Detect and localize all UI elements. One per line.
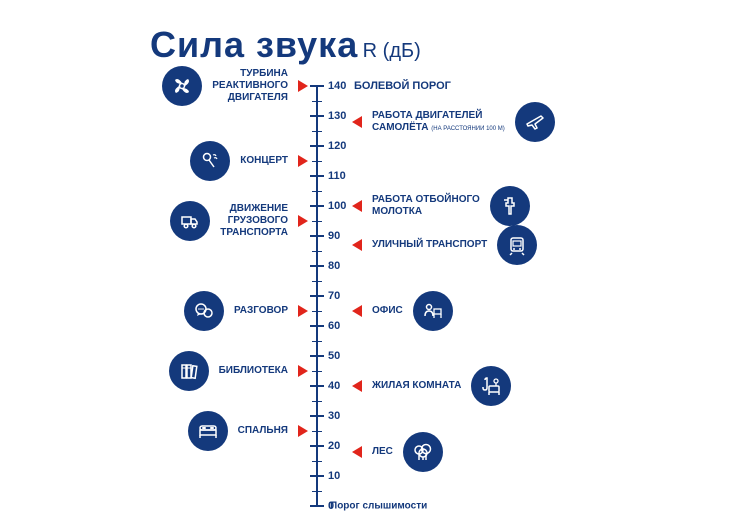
tick-minor [312, 341, 322, 342]
tick-label: 50 [328, 350, 340, 362]
arrow-right-icon [298, 80, 308, 92]
office-icon [413, 291, 453, 331]
tick-minor [312, 311, 322, 312]
item-label: РАБОТА ДВИГАТЕЛЕЙСАМОЛЁТА (НА РАССТОЯНИИ… [372, 110, 505, 134]
left-item: БИБЛИОТЕКА [169, 351, 308, 391]
item-label: БИБЛИОТЕКА [219, 365, 288, 377]
tick-label: 120 [328, 140, 346, 152]
tick-minor [312, 461, 322, 462]
left-item: ДВИЖЕНИЕГРУЗОВОГОТРАНСПОРТА [170, 201, 308, 241]
right-item: РАБОТА ОТБОЙНОГОМОЛОТКА [352, 186, 530, 226]
tick-label: 80 [328, 260, 340, 272]
arrow-left-icon [352, 239, 362, 251]
arrow-left-icon [352, 116, 362, 128]
arrow-left-icon [352, 380, 362, 392]
item-label: КОНЦЕРТ [240, 155, 288, 167]
tram-icon [497, 225, 537, 265]
left-item: СПАЛЬНЯ [188, 411, 308, 451]
room-icon [471, 366, 511, 406]
right-item: ЖИЛАЯ КОМНАТА [352, 366, 511, 406]
books-icon [169, 351, 209, 391]
tick-major [310, 385, 324, 387]
tick-major [310, 295, 324, 297]
title-main: Сила звука [150, 24, 358, 65]
tick-label: 70 [328, 290, 340, 302]
left-item: РАЗГОВОР [184, 291, 308, 331]
tick-major [310, 115, 324, 117]
arrow-right-icon [298, 305, 308, 317]
left-item: КОНЦЕРТ [190, 141, 308, 181]
arrow-left-icon [352, 446, 362, 458]
tick-label: 90 [328, 230, 340, 242]
tick-major [310, 85, 324, 87]
fan-icon [162, 66, 202, 106]
tick-minor [312, 131, 322, 132]
left-item: ТУРБИНАРЕАКТИВНОГОДВИГАТЕЛЯ [162, 66, 308, 106]
arrow-right-icon [298, 365, 308, 377]
item-label: ТУРБИНАРЕАКТИВНОГОДВИГАТЕЛЯ [212, 68, 288, 104]
arrow-right-icon [298, 155, 308, 167]
tick-label: 20 [328, 440, 340, 452]
right-item: РАБОТА ДВИГАТЕЛЕЙСАМОЛЁТА (НА РАССТОЯНИИ… [352, 102, 555, 142]
tick-minor [312, 251, 322, 252]
tick-major [310, 175, 324, 177]
truck-icon [170, 201, 210, 241]
forest-icon [403, 432, 443, 472]
hammer-icon [490, 186, 530, 226]
item-label: РАЗГОВОР [234, 305, 288, 317]
tick-major [310, 325, 324, 327]
tick-minor [312, 281, 322, 282]
tick-minor [312, 491, 322, 492]
bed-icon [188, 411, 228, 451]
arrow-right-icon [298, 425, 308, 437]
tick-label: 130 [328, 110, 346, 122]
right-item: ОФИС [352, 291, 453, 331]
chat-icon [184, 291, 224, 331]
tick-label: 0 [328, 500, 334, 512]
item-label: УЛИЧНЫЙ ТРАНСПОРТ [372, 239, 487, 251]
tick-label: 60 [328, 320, 340, 332]
right-item: УЛИЧНЫЙ ТРАНСПОРТ [352, 225, 537, 265]
right-item: ЛЕС [352, 432, 443, 472]
arrow-left-icon [352, 200, 362, 212]
tick-label: 40 [328, 380, 340, 392]
tick-minor [312, 401, 322, 402]
page-title: Сила звука R (дБ) [150, 24, 421, 66]
item-label: СПАЛЬНЯ [238, 425, 288, 437]
tick-label: 110 [328, 170, 346, 182]
tick-major [310, 475, 324, 477]
scale-bottom-label: Порог слышимости [330, 501, 427, 512]
tick-label: 100 [328, 200, 346, 212]
tick-minor [312, 221, 322, 222]
tick-major [310, 265, 324, 267]
tick-minor [312, 191, 322, 192]
tick-minor [312, 371, 322, 372]
tick-label: 10 [328, 470, 340, 482]
tick-major [310, 415, 324, 417]
tick-minor [312, 161, 322, 162]
item-label: ЛЕС [372, 446, 393, 458]
tick-label: 140 [328, 80, 346, 92]
mic-icon [190, 141, 230, 181]
plane-icon [515, 102, 555, 142]
tick-major [310, 505, 324, 507]
item-label: ЖИЛАЯ КОМНАТА [372, 380, 461, 392]
title-sub: R (дБ) [363, 40, 421, 62]
tick-minor [312, 431, 322, 432]
tick-label: 30 [328, 410, 340, 422]
tick-major [310, 355, 324, 357]
arrow-left-icon [352, 305, 362, 317]
item-label: РАБОТА ОТБОЙНОГОМОЛОТКА [372, 194, 480, 218]
item-label: ДВИЖЕНИЕГРУЗОВОГОТРАНСПОРТА [220, 203, 288, 239]
tick-minor [312, 101, 322, 102]
arrow-right-icon [298, 215, 308, 227]
scale-top-label: БОЛЕВОЙ ПОРОГ [354, 80, 451, 92]
tick-major [310, 445, 324, 447]
tick-major [310, 145, 324, 147]
tick-major [310, 205, 324, 207]
item-label: ОФИС [372, 305, 403, 317]
tick-major [310, 235, 324, 237]
